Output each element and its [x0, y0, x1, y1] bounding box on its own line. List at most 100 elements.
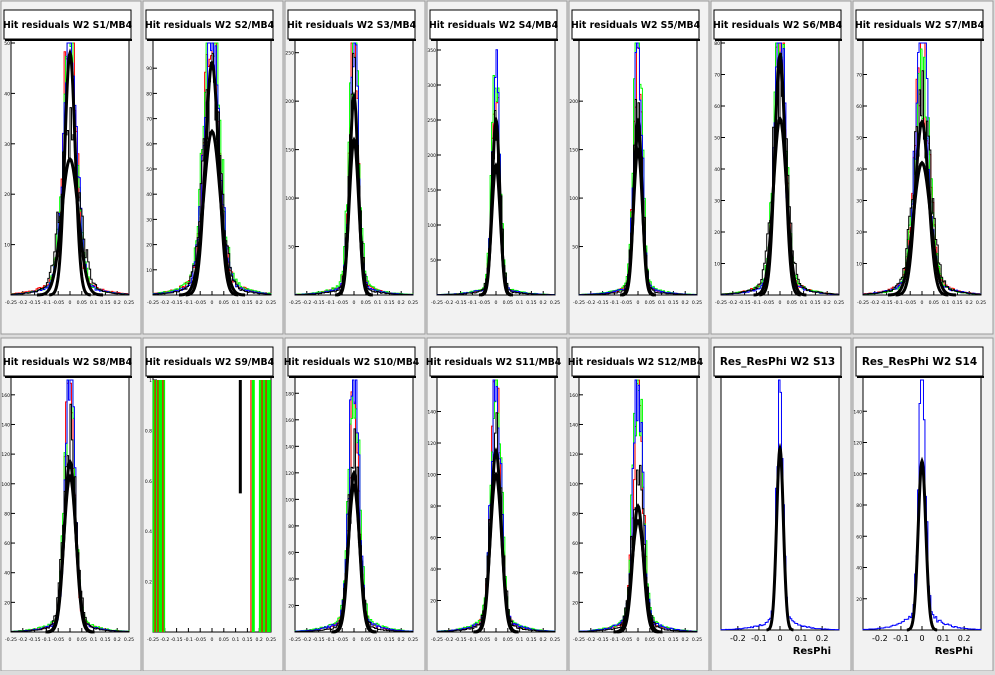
x-tick-label: 0.2 — [256, 637, 263, 643]
y-tick-label: 40 — [856, 167, 862, 173]
y-tick-label: 150 — [285, 148, 294, 154]
x-tick-label: 0 — [637, 637, 640, 643]
chart-title: Hit residuals W2 S8/MB4 — [3, 357, 133, 368]
chart-pad: Hit residuals W2 S4/MB4 50 100 150 200 250 300… — [426, 0, 568, 335]
y-tick-label: 40 — [572, 571, 578, 577]
x-tick-label: -0.25 — [431, 300, 443, 306]
x-tick-label: 0.25 — [834, 300, 844, 306]
plot-frame — [578, 38, 698, 296]
gaussian-fit-curve — [613, 518, 663, 634]
x-tick-label: 0.2 — [114, 300, 121, 306]
x-tick-label: -0.2 — [302, 637, 311, 643]
chart-title: Res_ResPhi W2 S13 — [720, 356, 835, 368]
histogram-bar-red — [261, 380, 263, 632]
histogram-bar-green — [263, 380, 267, 632]
chart-pad: Hit residuals W2 S5/MB450100150200-0.25-… — [568, 0, 710, 335]
x-tick-label: -0.1 — [184, 637, 193, 643]
chart-title-box: Hit residuals W2 S12/MB4 — [568, 346, 704, 378]
y-tick-label: 60 — [288, 550, 294, 556]
y-tick-label: 20 — [288, 603, 294, 609]
y-tick-label: 200 — [285, 99, 294, 105]
x-tick-label: 0.2 — [256, 300, 263, 306]
chart-title: Hit residuals W2 S11/MB4 — [426, 357, 562, 368]
x-tick-label: 0.2 — [958, 634, 971, 643]
histogram-series-black — [578, 464, 698, 633]
x-tick-label: 0.1 — [942, 300, 949, 306]
histogram-bar-green — [267, 380, 271, 632]
y-tick-label: 250 — [427, 118, 436, 124]
x-tick-label: 0.1 — [800, 300, 807, 306]
x-tick-label: 0.05 — [219, 637, 229, 643]
chart-title: Hit residuals W2 S4/MB4 — [429, 20, 559, 31]
x-tick-label: 0.05 — [645, 637, 655, 643]
histogram-series-black — [152, 52, 272, 295]
y-tick-label: 140 — [285, 444, 294, 450]
chart-title-box: Hit residuals W2 S1/MB4 — [3, 9, 133, 41]
x-tick-label: 0.15 — [668, 300, 678, 306]
x-tick-label: 0.1 — [374, 637, 381, 643]
x-tick-label: 0 — [211, 300, 214, 306]
y-tick-label: 70 — [146, 117, 152, 123]
x-tick-label: -0.15 — [29, 300, 41, 306]
x-tick-label: -0.05 — [194, 637, 206, 643]
y-tick-label: 10 — [856, 262, 862, 268]
y-tick-label: 50 — [572, 245, 578, 251]
gaussian-fit-curve — [49, 48, 91, 297]
x-tick-label: -0.15 — [597, 637, 609, 643]
y-tick-label: 160 — [285, 418, 294, 424]
x-tick-label: 0.25 — [408, 300, 418, 306]
title-box-background — [713, 9, 842, 40]
y-tick-label: 1 — [149, 378, 152, 384]
x-tick-label: 0 — [353, 637, 356, 643]
y-tick-label: 30 — [714, 199, 720, 205]
x-tick-label: -0.15 — [881, 300, 893, 306]
y-tick-label: 50 — [856, 136, 862, 142]
y-tick-label: 140 — [569, 422, 578, 428]
x-tick-label: 0.1 — [374, 300, 381, 306]
x-tick-label: 0 — [495, 300, 498, 306]
x-tick-label: -0.2 — [444, 637, 453, 643]
x-tick-label: -0.05 — [52, 637, 64, 643]
x-tick-label: -0.1 — [752, 300, 761, 306]
x-tick-label: 0 — [637, 300, 640, 306]
histogram-bar-green — [251, 380, 255, 632]
x-tick-label: 0.25 — [550, 637, 560, 643]
x-tick-label: -0.1 — [894, 300, 903, 306]
x-tick-label: -0.05 — [194, 300, 206, 306]
title-box-background — [145, 346, 274, 377]
y-tick-label: 80 — [856, 503, 862, 509]
chart-title-box: Hit residuals W2 S6/MB4 — [713, 9, 843, 41]
y-tick-label: 30 — [856, 199, 862, 205]
chart-title-box: Hit residuals W2 S7/MB4 — [855, 9, 985, 41]
histogram-bar-red — [154, 380, 156, 632]
x-tick-label: 0.2 — [398, 637, 405, 643]
y-tick-label: 40 — [430, 567, 436, 573]
y-tick-label: 50 — [714, 136, 720, 142]
y-tick-label: 20 — [4, 600, 10, 606]
y-tick-label: 120 — [569, 452, 578, 458]
x-tick-label: 0.05 — [503, 300, 513, 306]
x-tick-label: -0.1 — [610, 300, 619, 306]
gaussian-fit-curve — [895, 118, 949, 297]
chart-pad: Hit residuals W2 S11/MB4 20 40 60 80 100 120 14… — [426, 337, 568, 672]
chart-title: Hit residuals W2 S6/MB4 — [713, 20, 843, 31]
x-tick-label: -0.15 — [313, 300, 325, 306]
x-tick-label: 0.2 — [540, 300, 547, 306]
y-tick-label: 80 — [430, 504, 436, 510]
plot-frame — [862, 375, 982, 631]
x-axis-label: ResPhi — [793, 646, 831, 657]
title-box-background — [3, 9, 132, 40]
x-tick-label: -0.05 — [620, 637, 632, 643]
x-tick-label: -0.2 — [160, 300, 169, 306]
chart-pad: Hit residuals W2 S2/MB4 10 20 30 40 50 60 70 80 9… — [142, 0, 284, 335]
x-tick-label: 0.05 — [77, 300, 87, 306]
x-tick-label: -0.15 — [313, 637, 325, 643]
x-tick-label: -0.25 — [715, 300, 727, 306]
y-tick-label: 180 — [285, 391, 294, 397]
x-tick-label: -0.15 — [171, 637, 183, 643]
title-box-background — [571, 9, 700, 40]
gaussian-fit-curve — [36, 156, 104, 297]
x-tick-label: -0.05 — [478, 637, 490, 643]
